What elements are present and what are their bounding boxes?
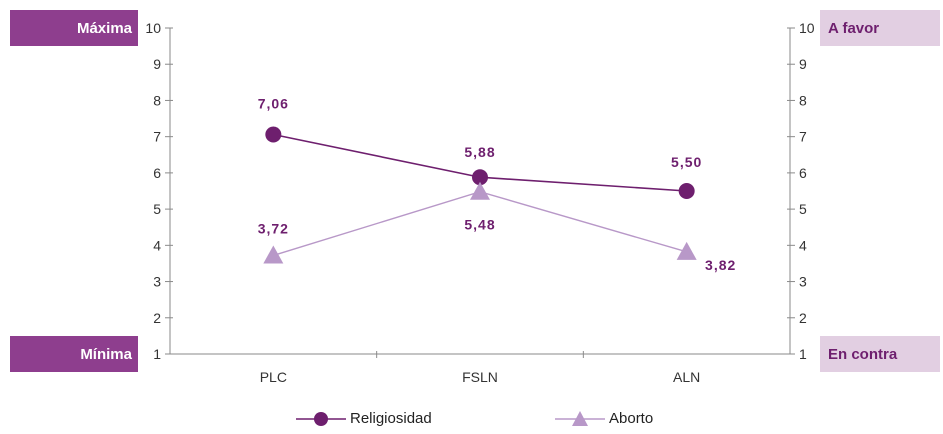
- right-y-tick-label: 1: [799, 346, 807, 362]
- left-axis-bottom-label: Mínima: [10, 336, 138, 372]
- data-label-religiosidad: 5,50: [671, 154, 702, 170]
- legend-label-religiosidad: Religiosidad: [350, 410, 432, 427]
- data-point-aborto: [263, 245, 284, 264]
- data-label-religiosidad: 7,06: [258, 95, 289, 111]
- left-y-tick-label: 10: [145, 20, 161, 36]
- left-y-tick-label: 4: [153, 237, 161, 253]
- right-y-tick-label: 6: [799, 165, 807, 181]
- right-y-tick-label: 5: [799, 201, 807, 217]
- right-axis-bottom-label: En contra: [820, 336, 940, 372]
- x-tick-label: ALN: [673, 369, 700, 385]
- data-point-aborto: [470, 181, 490, 200]
- data-point-religiosidad: [265, 126, 282, 143]
- data-point-religiosidad: [678, 183, 695, 199]
- x-tick-label: FSLN: [462, 369, 498, 385]
- right-y-tick-label: 10: [799, 20, 815, 36]
- left-y-tick-label: 1: [153, 346, 161, 362]
- right-y-tick-label: 2: [799, 310, 807, 326]
- right-y-tick-label: 3: [799, 274, 807, 290]
- data-label-religiosidad: 5,88: [464, 144, 495, 160]
- left-y-tick-label: 5: [153, 201, 161, 217]
- left-axis-top-label: Máxima: [10, 10, 138, 46]
- legend-label-aborto: Aborto: [609, 410, 654, 427]
- right-axis-top-label: A favor: [820, 10, 940, 46]
- left-y-tick-label: 3: [153, 274, 161, 290]
- data-label-aborto: 5,48: [464, 217, 495, 233]
- right-y-tick-label: 4: [799, 237, 807, 253]
- left-y-tick-label: 6: [153, 165, 161, 181]
- legend-marker-circle-icon: [296, 411, 346, 426]
- left-y-tick-label: 9: [153, 56, 161, 72]
- x-tick-label: PLC: [260, 369, 287, 385]
- legend-item-aborto: Aborto: [555, 410, 653, 427]
- legend-item-religiosidad: Religiosidad: [296, 410, 432, 427]
- data-point-aborto: [676, 241, 697, 260]
- right-y-tick-label: 8: [799, 92, 807, 108]
- data-label-aborto: 3,72: [258, 220, 289, 236]
- left-y-tick-label: 7: [153, 129, 161, 145]
- left-y-tick-label: 2: [153, 310, 161, 326]
- left-y-tick-label: 8: [153, 92, 161, 108]
- data-label-aborto: 3,82: [705, 257, 736, 273]
- right-y-tick-label: 7: [799, 129, 807, 145]
- legend-marker-triangle-icon: [555, 410, 605, 426]
- right-y-tick-label: 9: [799, 56, 807, 72]
- data-point-religiosidad: [472, 169, 488, 186]
